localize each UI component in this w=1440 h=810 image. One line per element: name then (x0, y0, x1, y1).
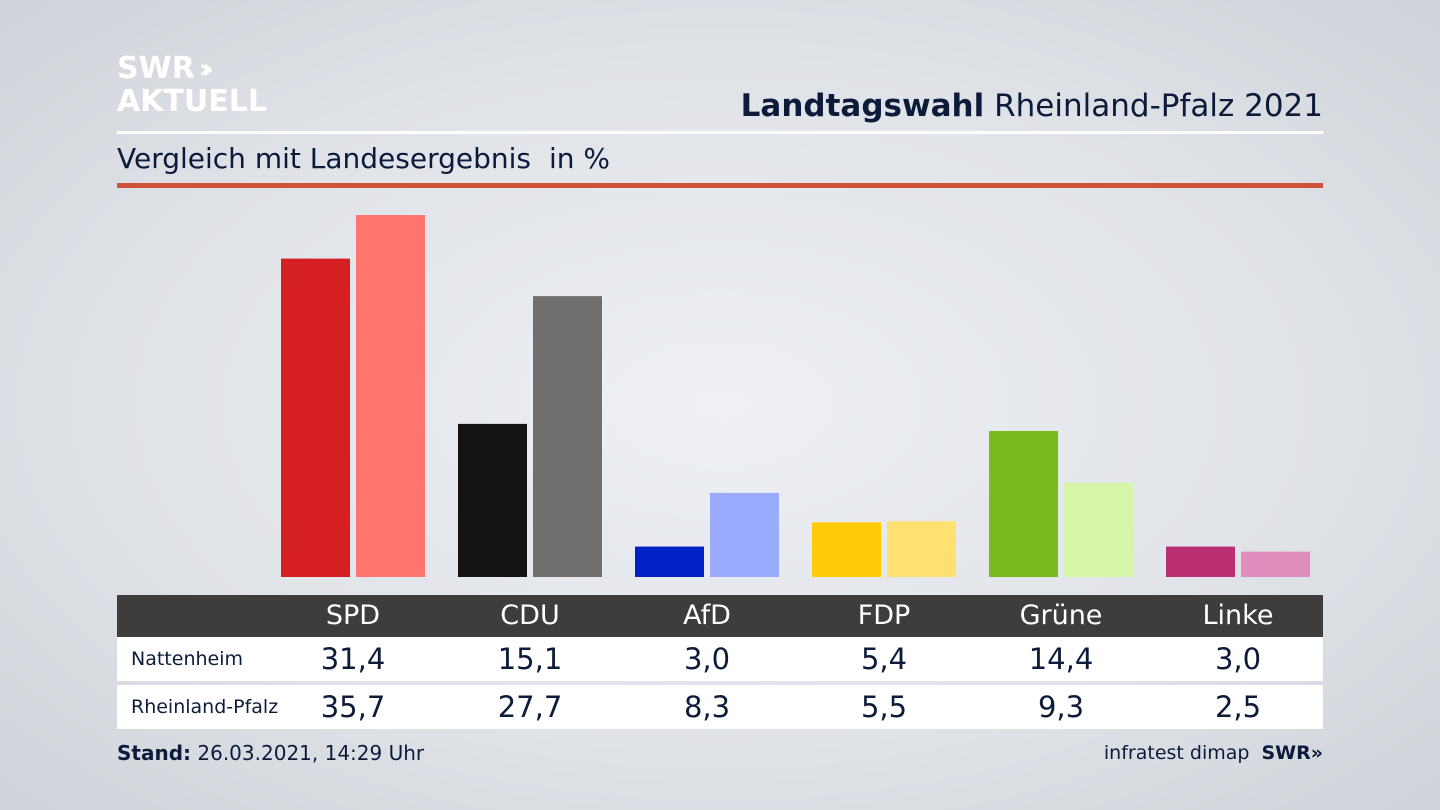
subtitle-divider (117, 183, 1323, 188)
swr-aktuell-logo: SWR ›› AKTUELL (117, 54, 267, 117)
bar-afd-rheinland-pfalz (710, 492, 779, 577)
value-grne-rheinland-pfalz: 9,3 (1037, 690, 1085, 724)
value-grne-nattenheim: 14,4 (1028, 642, 1094, 676)
subtitle-text: Vergleich mit Landesergebnis (117, 142, 531, 175)
bar-cdu-rheinland-pfalz (533, 296, 602, 577)
value-afd-nattenheim: 3,0 (683, 642, 731, 676)
title-rest: Rheinland-Pfalz 2021 (994, 88, 1323, 124)
column-header-linke: Linke (1202, 600, 1274, 631)
value-cdu-rheinland-pfalz: 27,7 (497, 690, 563, 724)
value-cdu-nattenheim: 15,1 (497, 642, 563, 676)
bar-fdp-rheinland-pfalz (887, 521, 956, 577)
value-linke-nattenheim: 3,0 (1214, 642, 1262, 676)
value-spd-rheinland-pfalz: 35,7 (320, 690, 386, 724)
value-linke-rheinland-pfalz: 2,5 (1214, 690, 1262, 724)
value-afd-rheinland-pfalz: 8,3 (683, 690, 731, 724)
unit-label: in % (548, 142, 611, 175)
column-header-spd: SPD (325, 600, 381, 631)
table-row-rheinland-pfalz: Rheinland-Pfalz 35,7 27,7 8,3 5,5 9,3 2,5 (117, 685, 1323, 729)
logo-aktuell-text: AKTUELL (117, 84, 268, 119)
title-divider (117, 131, 1323, 134)
value-spd-nattenheim: 31,4 (320, 642, 386, 676)
column-header-fdp: FDP (857, 600, 911, 631)
swr-footer-logo: SWR» (1261, 742, 1323, 764)
column-header-grne: Grüne (1019, 600, 1103, 631)
bar-chart (281, 215, 1310, 577)
bar-linke-rheinland-pfalz (1241, 551, 1310, 577)
stand-label: Stand: (117, 741, 192, 765)
column-header-afd: AfD (683, 600, 731, 631)
results-table: SPD CDU AfD FDP Grüne Linke Nattenheim 31,4 15… (117, 595, 1323, 729)
source-credit: infratest dimap SWR» (1104, 742, 1323, 764)
stand-value: 26.03.2021, 14:29 Uhr (197, 741, 425, 765)
bar-afd-nattenheim (635, 546, 704, 577)
subtitle: Vergleich mit Landesergebnis in % (117, 142, 610, 175)
source-text: infratest dimap (1103, 742, 1250, 764)
column-header-cdu: CDU (500, 600, 560, 631)
stand-timestamp: Stand: 26.03.2021, 14:29 Uhr (117, 741, 424, 765)
bar-grne-nattenheim (989, 430, 1058, 577)
bar-grne-rheinland-pfalz (1064, 482, 1133, 577)
page-title: Landtagswahl Rheinland-Pfalz 2021 (741, 88, 1323, 124)
row-label: Nattenheim (131, 648, 244, 670)
bar-linke-nattenheim (1166, 546, 1235, 577)
table-row-nattenheim: Nattenheim 31,4 15,1 3,0 5,4 14,4 3,0 (117, 637, 1323, 681)
bar-cdu-nattenheim (458, 423, 527, 577)
table-header: SPD CDU AfD FDP Grüne Linke (117, 595, 1323, 637)
logo-swr-text: SWR (117, 51, 195, 86)
bar-spd-nattenheim (281, 258, 350, 577)
value-fdp-nattenheim: 5,4 (860, 642, 908, 676)
row-label: Rheinland-Pfalz (131, 696, 279, 718)
title-bold: Landtagswahl (740, 88, 985, 124)
bar-spd-rheinland-pfalz (356, 215, 425, 577)
bar-fdp-nattenheim (812, 522, 881, 577)
value-fdp-rheinland-pfalz: 5,5 (860, 690, 908, 724)
